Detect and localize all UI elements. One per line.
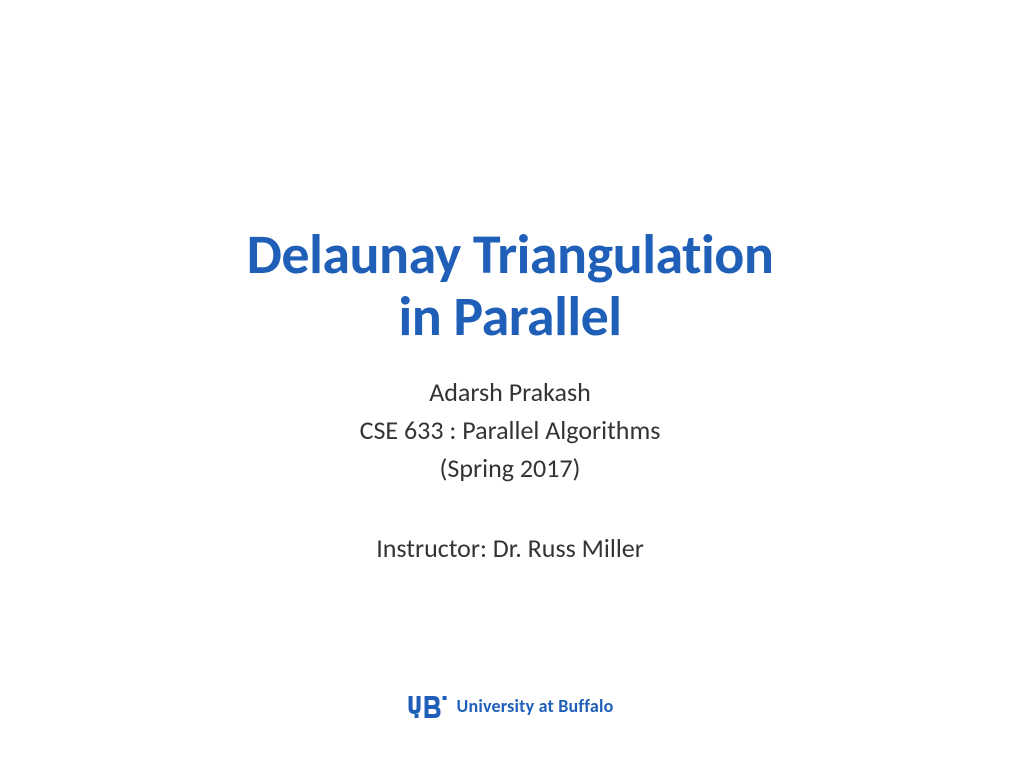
course-name: CSE 633 : Parallel Algorithms <box>360 414 661 446</box>
logo-text: University at Buffalo <box>457 695 614 717</box>
semester-label: (Spring 2017) <box>440 452 581 484</box>
title-line-1: Delaunay Triangulation <box>247 221 774 289</box>
instructor-name: Instructor: Dr. Russ Miller <box>376 532 644 564</box>
author-name: Adarsh Prakash <box>429 376 591 408</box>
university-logo: University at Buffalo <box>407 692 614 720</box>
title-line-2: in Parallel <box>398 283 621 351</box>
ub-logo-icon <box>407 692 449 720</box>
slide-title: Delaunay Triangulation in Parallel <box>247 225 774 348</box>
